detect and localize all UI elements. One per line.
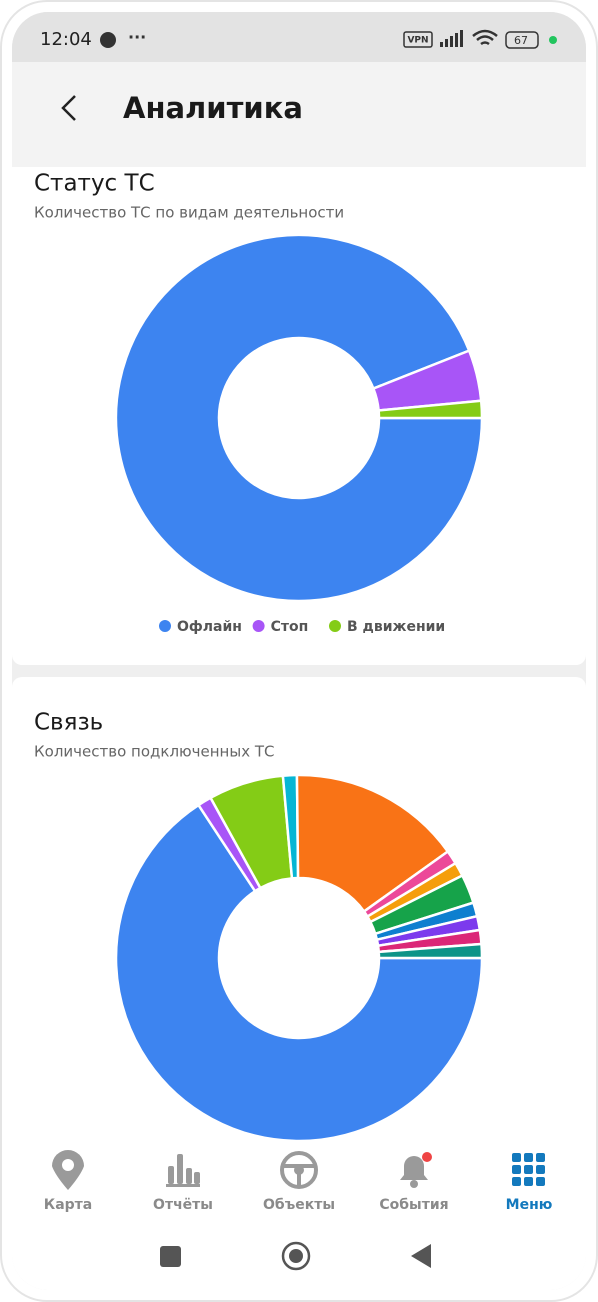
- nav-icon: [177, 1154, 183, 1184]
- slice: [114, 233, 484, 603]
- nav-icon: [400, 1156, 428, 1180]
- battery-box: [505, 31, 539, 49]
- nav-icon: [186, 1168, 192, 1184]
- nav-badge: [422, 1152, 432, 1162]
- nav-icon: [512, 1177, 521, 1186]
- time: 12:04: [40, 29, 92, 50]
- nav-icon: [194, 1172, 200, 1184]
- header: [12, 62, 586, 167]
- nav-label: Меню: [506, 1197, 553, 1213]
- nav-icon: [536, 1165, 545, 1174]
- recent-button[interactable]: [160, 1246, 181, 1267]
- nav-icon: [512, 1153, 521, 1162]
- legend-label: Офлайн: [177, 619, 242, 635]
- nav-item[interactable]: Отчёты: [153, 1154, 213, 1213]
- nav-icon: [166, 1184, 200, 1187]
- back-system-button[interactable]: [411, 1244, 431, 1268]
- nav-icon: [524, 1177, 533, 1186]
- nav-icon: [410, 1180, 418, 1188]
- back-button[interactable]: [61, 95, 76, 121]
- signal: [440, 30, 463, 47]
- header-title: Аналитика: [123, 91, 303, 125]
- nav-icon: [280, 1151, 318, 1189]
- legend-label: В движении: [347, 619, 445, 635]
- nav-icon: [536, 1177, 545, 1186]
- legend-swatch: [252, 620, 265, 632]
- header-edge: [12, 150, 586, 167]
- nav-item[interactable]: Меню: [506, 1153, 553, 1213]
- nav-item[interactable]: Карта: [44, 1150, 92, 1213]
- nav-label: События: [379, 1197, 448, 1213]
- vpn: VPN: [407, 36, 428, 46]
- card: [12, 677, 586, 1277]
- nav-label: Отчёты: [153, 1197, 213, 1213]
- slice: [114, 803, 484, 1140]
- nav-icon-dot: [62, 1159, 74, 1171]
- nav-item[interactable]: Объекты: [263, 1151, 335, 1213]
- legend-swatch: [159, 620, 171, 632]
- indicator: [549, 36, 557, 44]
- legend-label: Стоп: [271, 619, 309, 635]
- chart-subtitle: Количество подключенных ТС: [34, 743, 274, 761]
- legend-swatch: [329, 620, 341, 632]
- slice: [377, 942, 484, 960]
- nav-icon: [168, 1166, 174, 1184]
- chart-title: Статус ТС: [34, 171, 155, 197]
- status-bar: [12, 12, 586, 62]
- nav-label: Карта: [44, 1197, 92, 1213]
- wifi: [472, 29, 498, 46]
- chart-subtitle: Количество ТС по видам деятельности: [34, 204, 344, 222]
- home-button[interactable]: [281, 1241, 311, 1271]
- nav-icon: [536, 1153, 545, 1162]
- nav-icon: [524, 1153, 533, 1162]
- donut: [114, 773, 484, 1140]
- vpn-box: [403, 31, 433, 48]
- battery: 67: [514, 34, 528, 47]
- card: [12, 150, 586, 665]
- slice: [377, 399, 484, 420]
- donut: [114, 233, 484, 603]
- status-icon: [100, 32, 116, 48]
- nav-icon: [512, 1165, 521, 1174]
- status-dots: ···: [128, 28, 146, 47]
- nav-icon: [524, 1165, 533, 1174]
- nav-icon: [284, 1164, 314, 1185]
- nav-item[interactable]: События: [379, 1152, 449, 1213]
- chart-title: Связь: [34, 710, 103, 736]
- home-dot: [289, 1249, 303, 1263]
- nav-label: Объекты: [263, 1197, 335, 1213]
